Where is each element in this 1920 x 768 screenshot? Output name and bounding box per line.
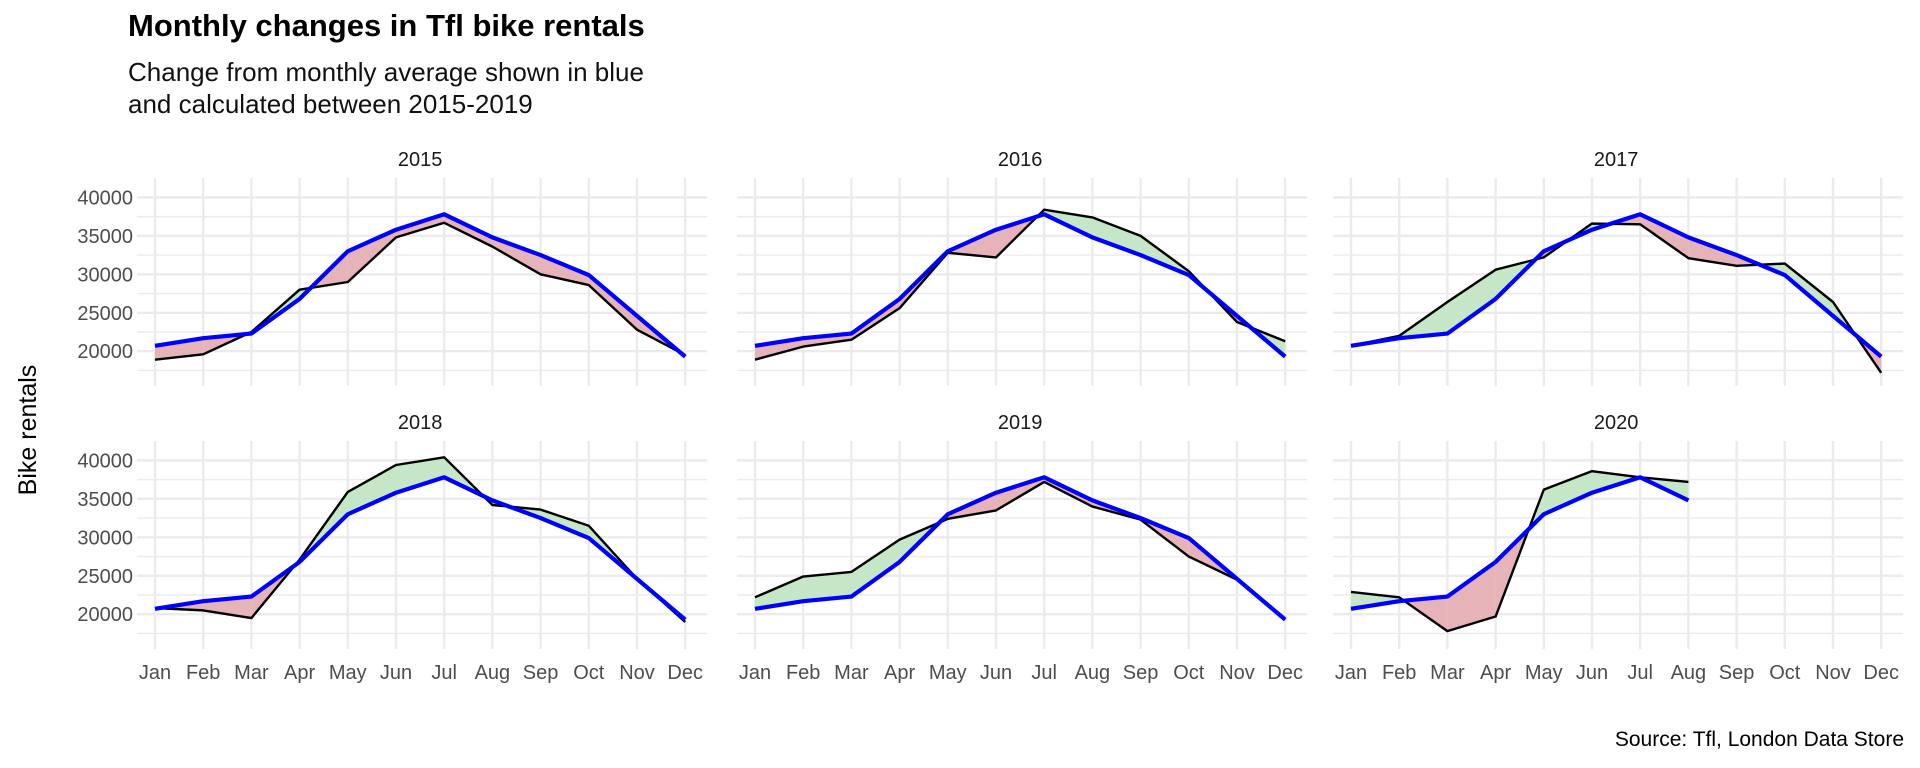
panel-title-2017: 2017 [1594,149,1639,171]
x-tick-label: Apr [884,662,915,684]
difference-area [540,255,589,286]
monthly-average-line-2016 [754,212,1287,359]
x-tick-label: Jul [1627,662,1653,684]
x-tick-label: Apr [1480,662,1511,684]
y-tick-label: 25000 [77,303,133,325]
actual-rentals-line-2020 [1350,469,1689,633]
x-tick-label: Oct [1769,662,1801,684]
monthly-average-line-2018 [154,475,687,622]
y-axis-title: Bike rentals [14,365,42,496]
y-tick-label: 20000 [77,604,133,626]
x-tick-label: May [929,662,967,684]
x-tick-label: Dec [667,662,703,684]
panel-title-2020: 2020 [1594,412,1639,434]
x-tick-label: Aug [475,662,511,684]
chart-subtitle-line-2: and calculated between 2015-2019 [128,89,533,119]
y-tick-label: 30000 [77,264,133,286]
monthly-average-line-2017 [1350,212,1883,359]
x-tick-label: Mar [234,662,269,684]
monthly-average-line-2020 [1350,475,1690,611]
x-tick-label: Aug [1671,662,1707,684]
x-tick-label: Jul [431,662,457,684]
difference-area [1688,237,1737,266]
x-tick-label: May [329,662,367,684]
difference-area [347,465,396,515]
x-tick-label: Feb [1382,662,1416,684]
x-tick-label: Jun [1576,662,1608,684]
monthly-average-line-2019 [754,475,1287,622]
y-tick-label: 40000 [77,187,133,209]
difference-area [1543,471,1592,515]
x-tick-label: Mar [834,662,869,684]
difference-area [803,571,852,602]
panel-title-2018: 2018 [398,412,443,434]
x-tick-label: Feb [186,662,220,684]
x-tick-label: Nov [1219,662,1255,684]
difference-area [1092,217,1141,256]
difference-area [396,457,445,493]
x-tick-label: Sep [1123,662,1159,684]
x-tick-label: Dec [1267,662,1303,684]
difference-area [1447,561,1496,632]
difference-area [155,338,204,360]
difference-area [588,275,637,330]
x-tick-label: Jan [139,662,171,684]
difference-area [755,576,804,609]
x-tick-label: Jul [1031,662,1057,684]
x-tick-label: Jan [739,662,771,684]
y-tick-label: 35000 [77,489,133,511]
difference-area [1447,269,1496,334]
x-tick-label: Sep [1719,662,1755,684]
x-tick-label: Nov [1815,662,1851,684]
panel-title-2015: 2015 [398,149,443,171]
x-tick-label: Jan [1335,662,1367,684]
x-tick-label: Jun [380,662,412,684]
x-tick-label: Feb [786,662,820,684]
y-tick-label: 40000 [77,450,133,472]
y-tick-label: 20000 [77,341,133,363]
actual-rentals-line-2018 [154,456,686,623]
x-tick-label: Aug [1075,662,1111,684]
x-tick-label: Oct [1173,662,1205,684]
x-tick-label: Oct [573,662,605,684]
x-tick-label: Dec [1863,662,1899,684]
difference-area [1784,263,1833,316]
monthly-average-line-2015 [154,212,687,359]
difference-area [803,333,852,347]
difference-area [492,237,541,275]
difference-area [347,229,396,282]
x-tick-label: Sep [523,662,559,684]
x-tick-label: Nov [619,662,655,684]
difference-area [851,539,900,597]
chart-caption: Source: Tfl, London Data Store [1614,728,1904,751]
panel-title-2016: 2016 [998,149,1043,171]
difference-area [1640,214,1689,259]
chart-subtitle-line-1: Change from monthly average shown in blu… [128,57,644,87]
x-tick-label: May [1525,662,1563,684]
chart-title: Monthly changes in Tfl bike rentals [128,8,645,43]
y-tick-label: 25000 [77,566,133,588]
y-tick-label: 30000 [77,527,133,549]
y-tick-label: 35000 [77,226,133,248]
x-tick-label: Mar [1430,662,1465,684]
x-tick-label: Apr [284,662,315,684]
panel-title-2019: 2019 [998,412,1043,434]
actual-rentals-line-2019 [754,480,1286,621]
x-tick-label: Jun [980,662,1012,684]
difference-area [755,338,804,360]
